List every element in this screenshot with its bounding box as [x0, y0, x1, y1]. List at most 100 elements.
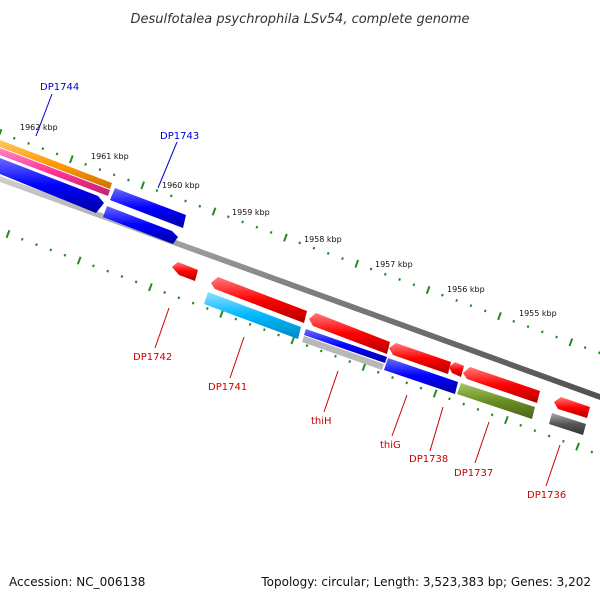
major-tick	[283, 233, 288, 242]
gene-label-DP1738[interactable]: DP1738	[409, 454, 448, 465]
tick-label: 1955 kbp	[519, 309, 557, 318]
gene-DP1737-olive[interactable]	[457, 383, 535, 419]
gene-label-DP1736[interactable]: DP1736	[527, 490, 566, 501]
gene-labels: DP1744 DP1743 DP1742 DP1741 thiH thiG DP…	[40, 82, 566, 501]
gene-DP1744-arrow[interactable]	[0, 158, 104, 213]
minor-tick	[448, 397, 451, 401]
gene-label-thiG[interactable]: thiG	[380, 440, 401, 451]
gene-leader-lines	[35, 93, 561, 487]
minor-tick	[277, 333, 280, 337]
minor-tick	[41, 147, 45, 151]
accession-text: Accession: NC_006138	[9, 575, 145, 589]
minor-tick	[490, 413, 494, 417]
minor-tick	[35, 243, 38, 247]
minor-tick	[319, 349, 323, 353]
minor-tick	[519, 423, 523, 427]
major-tick	[568, 338, 574, 347]
major-tick	[69, 155, 74, 164]
minor-tick	[20, 237, 24, 241]
gene-DP1741-cyan[interactable]	[204, 292, 301, 339]
orange-feature	[0, 140, 112, 189]
gene-label-DP1741[interactable]: DP1741	[208, 382, 247, 393]
gene-DP1738-arrow[interactable]	[449, 362, 464, 377]
minor-tick	[191, 301, 195, 305]
forward-features	[0, 140, 186, 244]
minor-tick	[98, 168, 102, 172]
minor-tick	[198, 204, 202, 208]
minor-tick	[533, 429, 537, 433]
leader-line	[157, 141, 178, 189]
minor-tick	[155, 189, 159, 193]
minor-tick	[112, 173, 116, 177]
gene-DP1736-gray[interactable]	[549, 413, 586, 435]
gene-thiH-arrow[interactable]	[309, 313, 390, 354]
major-tick	[575, 442, 580, 451]
minor-tick	[376, 370, 380, 374]
gene-thiG-blue[interactable]	[384, 358, 458, 394]
gene-DP1743b-arrow[interactable]	[103, 206, 178, 244]
minor-tick	[106, 269, 110, 273]
minor-tick	[248, 322, 252, 326]
tick-label: 1960 kbp	[162, 181, 200, 190]
tick-label: 1958 kbp	[304, 235, 342, 244]
leader-line	[229, 336, 245, 379]
minor-tick	[483, 309, 487, 313]
gene-label-DP1743[interactable]: DP1743	[160, 131, 199, 142]
gene-DP1736-arrow[interactable]	[554, 397, 590, 418]
gene-DP1742-arrow[interactable]	[172, 262, 198, 281]
minor-tick	[134, 280, 138, 284]
major-tick	[148, 283, 153, 292]
major-tick	[504, 415, 509, 425]
upper-tick-row	[0, 128, 600, 355]
major-tick	[361, 362, 367, 371]
minor-tick	[583, 346, 587, 350]
leader-line	[154, 307, 170, 349]
gene-thiH-blue[interactable]	[304, 329, 387, 363]
pink-feature	[0, 148, 110, 196]
major-tick	[211, 207, 217, 216]
tick-label: 1957 kbp	[375, 260, 413, 269]
gene-DP1743a-arrow[interactable]	[110, 188, 186, 228]
minor-tick	[305, 344, 309, 348]
gene-label-DP1737[interactable]: DP1737	[454, 468, 493, 479]
leader-line	[429, 406, 444, 452]
gene-DP1741-red-arrow[interactable]	[211, 277, 307, 323]
leader-line	[545, 444, 561, 487]
minor-tick	[55, 152, 59, 156]
major-tick	[5, 229, 11, 239]
minor-tick	[269, 230, 273, 234]
minor-tick	[163, 291, 166, 294]
major-tick	[0, 128, 3, 136]
minor-tick	[419, 386, 423, 390]
gene-thiG-arrow[interactable]	[389, 343, 451, 374]
gene-DP1737-arrow[interactable]	[463, 367, 540, 403]
minor-tick	[120, 275, 124, 279]
gene-label-DP1742[interactable]: DP1742	[133, 352, 172, 363]
tick-labels: 1962 kbp 1961 kbp 1960 kbp 1959 kbp 1958…	[20, 123, 557, 318]
gene-label-thiH[interactable]: thiH	[311, 416, 332, 427]
minor-tick	[555, 335, 558, 339]
gene-label-DP1744[interactable]: DP1744	[40, 82, 79, 93]
minor-tick	[262, 328, 266, 332]
leader-line	[474, 421, 490, 464]
leader-line	[391, 394, 408, 437]
major-tick	[354, 259, 360, 268]
map-title: Desulfotalea psychrophila LSv54, complet…	[130, 12, 469, 27]
minor-tick	[12, 136, 16, 140]
major-tick	[76, 256, 82, 265]
minor-tick	[255, 225, 259, 229]
minor-tick	[184, 199, 187, 203]
major-tick	[425, 285, 431, 295]
minor-tick	[455, 298, 459, 302]
minor-tick	[226, 215, 230, 219]
minor-tick	[27, 141, 30, 145]
minor-tick	[84, 162, 87, 166]
minor-tick	[206, 306, 209, 310]
minor-tick	[512, 319, 516, 323]
minor-tick	[326, 251, 330, 255]
minor-tick	[63, 253, 67, 257]
minor-tick	[462, 402, 466, 406]
leader-line	[323, 370, 339, 413]
minor-tick	[469, 304, 473, 308]
